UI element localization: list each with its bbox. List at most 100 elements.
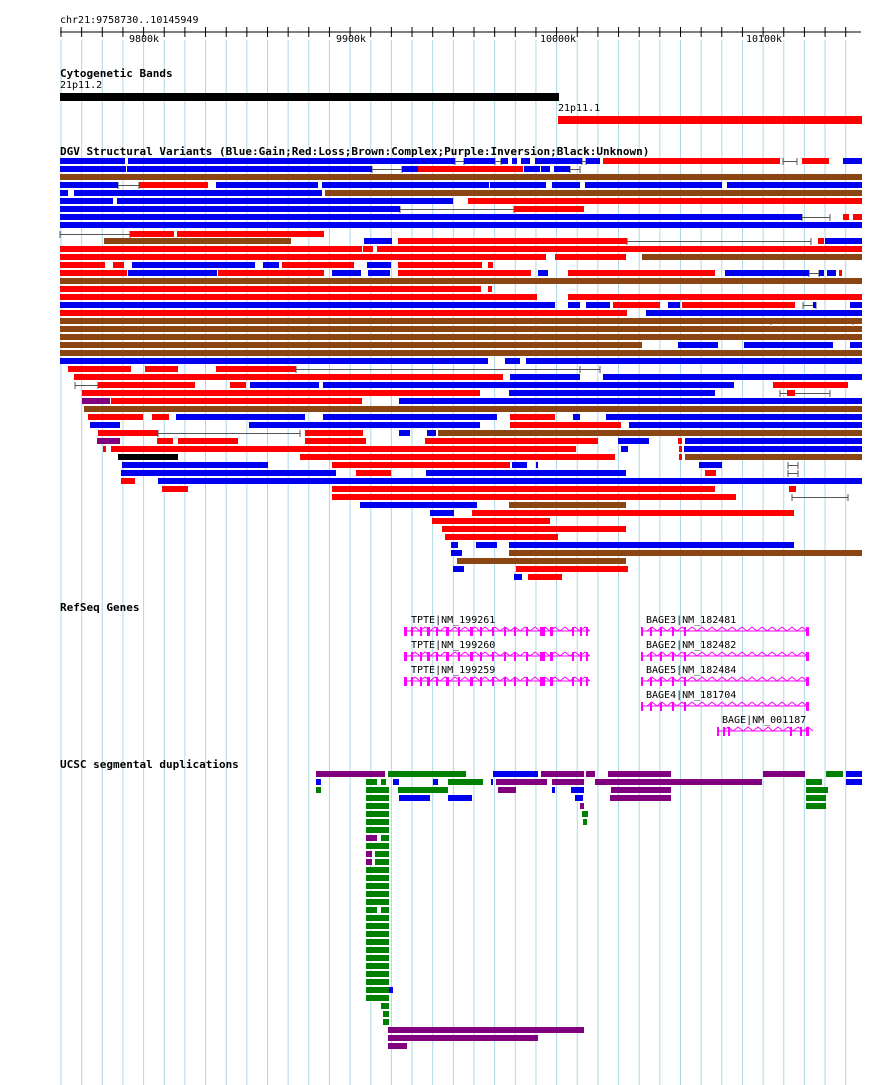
dgv-variant[interactable] [60, 214, 802, 220]
segdup-feature[interactable] [846, 779, 862, 785]
gene-exon[interactable] [672, 627, 674, 636]
dgv-variant[interactable] [332, 486, 715, 492]
dgv-variant[interactable] [177, 231, 324, 237]
dgv-variant[interactable] [332, 494, 736, 500]
gene-exon[interactable] [480, 627, 482, 636]
dgv-variant[interactable] [679, 446, 682, 452]
dgv-variant[interactable] [505, 358, 520, 364]
dgv-variant[interactable] [646, 310, 862, 316]
dgv-variant[interactable] [216, 366, 296, 372]
gene-exon[interactable] [427, 677, 430, 686]
dgv-variant[interactable] [850, 342, 862, 348]
dgv-variant[interactable] [802, 158, 829, 164]
dgv-variant[interactable] [60, 326, 862, 332]
dgv-variant[interactable] [535, 158, 582, 164]
segdup-feature[interactable] [366, 803, 389, 809]
dgv-variant[interactable] [453, 566, 464, 572]
gene-exon[interactable] [586, 627, 588, 636]
dgv-variant[interactable] [74, 190, 322, 196]
gene-exon[interactable] [540, 652, 545, 661]
dgv-variant[interactable] [399, 398, 862, 404]
dgv-variant[interactable] [642, 254, 862, 260]
dgv-variant[interactable] [368, 270, 390, 276]
dgv-variant[interactable] [825, 238, 862, 244]
gene-exon[interactable] [806, 727, 809, 736]
dgv-variant[interactable] [60, 166, 126, 172]
dgv-variant[interactable] [843, 214, 849, 220]
dgv-variant[interactable] [332, 462, 510, 468]
gene-exon[interactable] [660, 652, 662, 661]
dgv-variant[interactable] [402, 166, 418, 172]
dgv-variant[interactable] [118, 454, 178, 460]
gene-exon[interactable] [672, 652, 674, 661]
dgv-variant[interactable] [82, 390, 480, 396]
segdup-feature[interactable] [366, 955, 389, 961]
gene-exon[interactable] [480, 652, 482, 661]
dgv-variant[interactable] [727, 182, 862, 188]
dgv-variant[interactable] [813, 302, 816, 308]
dgv-variant[interactable] [60, 334, 862, 340]
dgv-variant[interactable] [249, 422, 480, 428]
dgv-variant[interactable] [60, 294, 537, 300]
segdup-feature[interactable] [366, 931, 389, 937]
dgv-variant[interactable] [158, 478, 862, 484]
gene-exon[interactable] [411, 677, 413, 686]
dgv-variant[interactable] [426, 470, 626, 476]
dgv-variant[interactable] [60, 262, 105, 268]
dgv-variant[interactable] [323, 414, 497, 420]
segdup-feature[interactable] [366, 923, 389, 929]
gene-exon[interactable] [806, 702, 809, 711]
dgv-variant[interactable] [230, 382, 246, 388]
dgv-variant[interactable] [678, 438, 682, 444]
dgv-variant[interactable] [60, 222, 862, 228]
segdup-feature[interactable] [375, 859, 389, 865]
dgv-variant[interactable] [98, 430, 158, 436]
dgv-variant[interactable] [678, 342, 718, 348]
dgv-variant[interactable] [305, 438, 366, 444]
dgv-variant[interactable] [514, 206, 584, 212]
dgv-variant[interactable] [117, 198, 453, 204]
segdup-feature[interactable] [366, 827, 389, 833]
dgv-variant[interactable] [526, 358, 862, 364]
segdup-feature[interactable] [366, 795, 389, 801]
segdup-feature[interactable] [366, 939, 389, 945]
dgv-variant[interactable] [568, 270, 715, 276]
gene-exon[interactable] [458, 652, 460, 661]
dgv-variant[interactable] [773, 382, 848, 388]
segdup-feature[interactable] [366, 859, 372, 865]
dgv-variant[interactable] [323, 382, 734, 388]
gene-exon[interactable] [586, 677, 588, 686]
segdup-feature[interactable] [552, 779, 584, 785]
dgv-variant[interactable] [427, 430, 436, 436]
dgv-variant[interactable] [162, 486, 188, 492]
gene-exon[interactable] [806, 677, 809, 686]
dgv-variant[interactable] [60, 358, 488, 364]
gene-exon[interactable] [672, 677, 674, 686]
dgv-variant[interactable] [512, 462, 527, 468]
dgv-variant[interactable] [510, 414, 555, 420]
dgv-variant[interactable] [84, 406, 862, 412]
gene-exon[interactable] [641, 702, 643, 711]
dgv-variant[interactable] [282, 262, 354, 268]
dgv-variant[interactable] [103, 446, 106, 452]
dgv-variant[interactable] [425, 438, 598, 444]
gene-exon[interactable] [526, 627, 528, 636]
dgv-variant[interactable] [300, 454, 615, 460]
segdup-feature[interactable] [381, 835, 389, 841]
segdup-feature[interactable] [383, 1019, 389, 1025]
dgv-variant[interactable] [819, 270, 824, 276]
segdup-feature[interactable] [366, 875, 389, 881]
dgv-variant[interactable] [90, 422, 120, 428]
dgv-variant[interactable] [606, 414, 862, 420]
gene-exon[interactable] [504, 652, 506, 661]
gene-exon[interactable] [580, 627, 582, 636]
gene-exon[interactable] [504, 677, 506, 686]
gene-exon[interactable] [492, 627, 494, 636]
segdup-feature[interactable] [388, 1027, 584, 1033]
dgv-variant[interactable] [541, 166, 550, 172]
dgv-variant[interactable] [111, 446, 576, 452]
dgv-variant[interactable] [132, 262, 255, 268]
dgv-variant[interactable] [789, 486, 796, 492]
segdup-feature[interactable] [433, 779, 438, 785]
dgv-variant[interactable] [111, 398, 362, 404]
